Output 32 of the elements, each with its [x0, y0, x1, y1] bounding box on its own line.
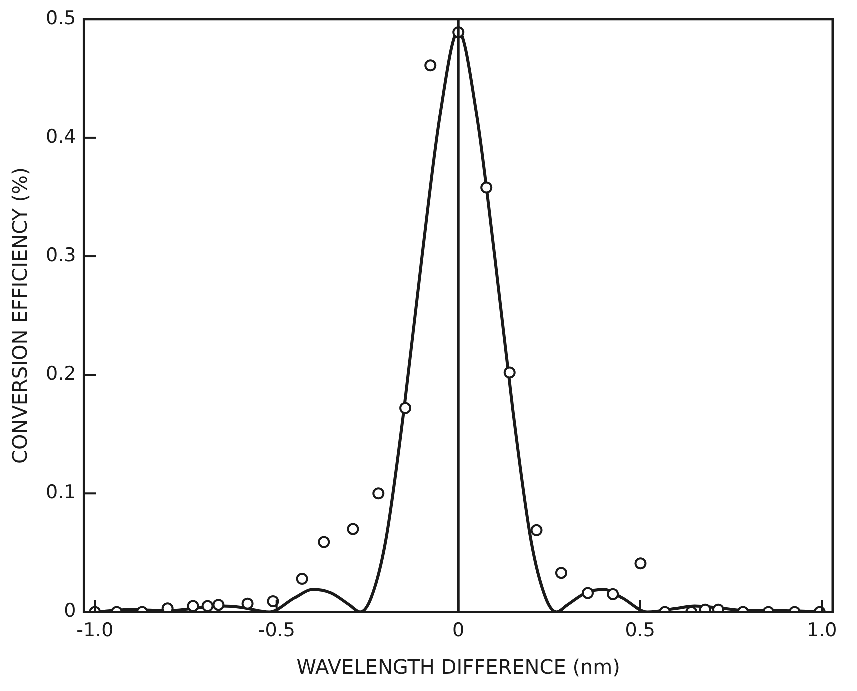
point — [187, 600, 200, 612]
x-tick-label: -1.0 — [76, 620, 114, 642]
point — [607, 588, 620, 600]
point — [530, 524, 543, 536]
x-axis-title: WAVELENGTH DIFFERENCE (nm) — [296, 655, 620, 680]
y-tick-label: 0.5 — [46, 7, 76, 30]
y-axis-title: CONVERSION EFFICIENCY (%) — [8, 168, 32, 464]
y-tick-label: 0 — [64, 600, 76, 622]
point — [296, 573, 308, 586]
point — [347, 523, 360, 536]
point — [242, 598, 254, 610]
point — [504, 366, 516, 379]
point — [555, 567, 568, 580]
point — [424, 60, 437, 72]
point — [202, 600, 214, 612]
point — [372, 488, 385, 500]
point — [318, 536, 330, 548]
point — [267, 596, 280, 608]
x-tick-label: 1.0 — [806, 620, 838, 642]
y-tick-label: 0.3 — [46, 244, 76, 266]
x-tick-label: 0 — [452, 620, 465, 642]
y-tick-label: 0.2 — [46, 363, 76, 386]
point — [162, 602, 174, 612]
y-tick-label: 0.1 — [46, 482, 76, 504]
x-tick-label: 0.5 — [625, 620, 656, 642]
point — [634, 558, 647, 570]
point — [480, 182, 493, 194]
y-tick-label: 0.4 — [46, 126, 76, 148]
point — [582, 587, 594, 600]
point — [212, 599, 225, 612]
point — [400, 402, 412, 414]
x-tick-label: -0.5 — [258, 620, 296, 642]
